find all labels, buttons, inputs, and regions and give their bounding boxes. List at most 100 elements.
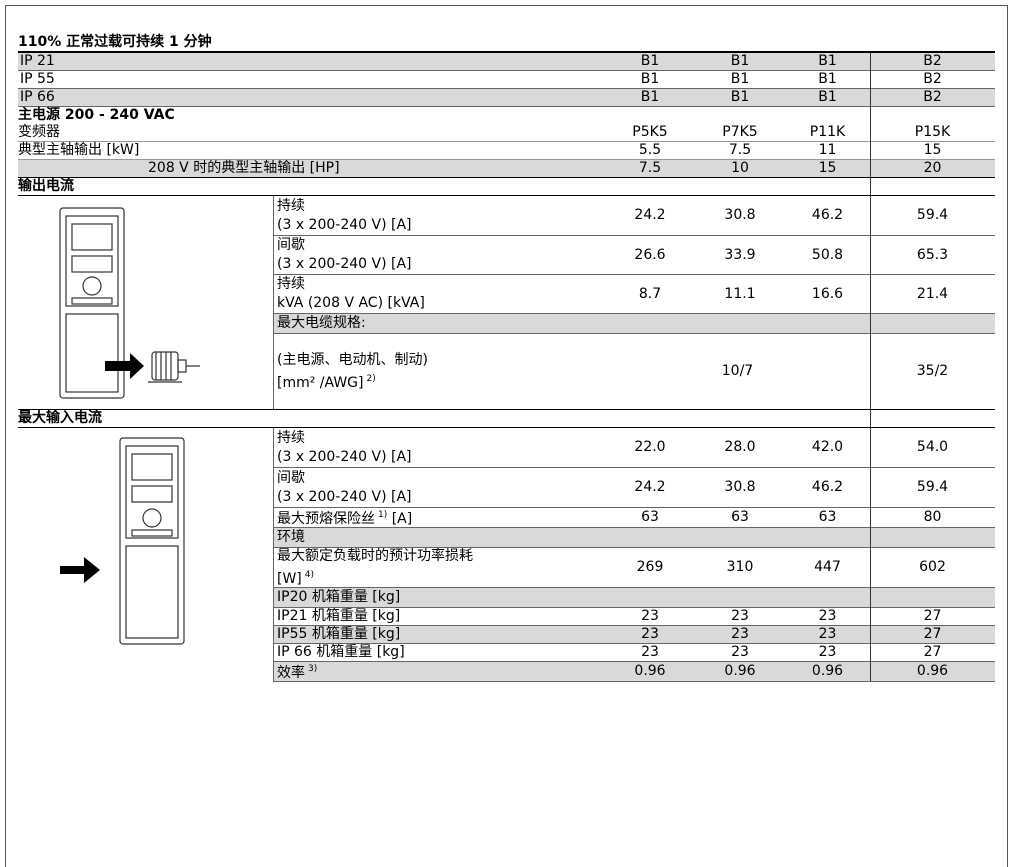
label-line: 最大预熔保险丝 1) [A] [277,506,605,529]
row-label: IP 66 机箱重量 [kg] [277,644,605,661]
value-cell: 16.6 [785,275,870,313]
value-cell: 7.5 [605,160,695,177]
value: 23 [731,644,749,660]
value-cell: 310 [695,548,785,587]
label: IP55 机箱重量 [kg] [277,626,401,642]
label: IP 66 机箱重量 [kg] [277,644,405,660]
value: 33.9 [724,246,756,263]
value-cell: P15K [870,124,995,141]
section-heading: 输出电流 [18,178,605,195]
row-shade [273,662,995,681]
label-line: (3 x 200-240 V) [A] [277,448,605,467]
arrow [105,353,144,379]
label-line: 持续 [277,429,605,448]
value-cell: 22.0 [605,428,695,467]
value: 10/7 [721,363,754,379]
label: 典型主轴输出 [kW] [18,142,140,158]
value-cell: 27 [870,608,995,625]
value: 26.6 [634,246,666,263]
row-label: 持续 kVA (208 V AC) [kVA] [277,275,605,313]
value: 65.3 [916,246,949,263]
value-cell: 11 [785,142,870,159]
value-cell: 54.0 [870,428,995,467]
heading: 输出电流 [18,178,74,194]
label: 最大额定负载时的预计功率损耗 [277,547,473,564]
footnote: 2) [366,373,376,384]
value-cell: 20 [870,160,995,177]
row-rule [273,527,995,528]
row-rule [273,507,995,508]
label: IP20 机箱重量 [kg] [277,589,401,605]
value: B1 [640,89,660,105]
value-cell: B1 [785,53,870,70]
value: B2 [923,71,942,87]
value-cell: 602 [870,548,995,587]
column-rule [273,428,274,682]
value: 10 [731,160,749,176]
value-cell: 11.1 [695,275,785,313]
value: 602 [919,559,946,575]
label: [A] [387,511,413,527]
value-cell: 63 [785,508,870,527]
value: B1 [640,53,660,69]
row-rule [273,587,995,588]
label-line: [mm² /AWG] 2) [277,370,605,393]
value: 21.4 [916,285,949,302]
value: 22.0 [634,439,666,455]
value-cell: P11K [785,124,870,141]
label-line: IP 66 机箱重量 [kg] [277,643,605,662]
value-cell: 27 [870,626,995,643]
label-line: 间歇 [277,469,605,488]
value-cell: 27 [870,644,995,661]
value-cell: 15 [870,142,995,159]
value: 24.2 [634,207,666,223]
row-label: 最大预熔保险丝 1) [A] [277,508,605,527]
label: [mm² /AWG] [277,374,364,391]
value: 0.96 [811,663,844,679]
row-rule [273,661,995,662]
value-cell: 23 [785,626,870,643]
row-shade [273,314,995,333]
value: 54.0 [916,439,949,455]
label: IP21 机箱重量 [kg] [277,608,401,624]
value: 27 [923,608,942,624]
label: IP 66 [20,89,55,105]
row-rule [18,195,995,196]
value-cell: 63 [695,508,785,527]
value: B2 [923,89,942,105]
value: 23 [818,608,837,624]
value-cell: 23 [695,644,785,661]
label: kVA (208 V AC) [kVA] [277,295,425,311]
value: 63 [641,509,659,525]
value: B1 [818,89,837,105]
value: 23 [641,644,659,660]
value-cell: P7K5 [695,124,785,141]
label-line: (主电源、电动机、制动) [277,351,605,370]
value-cell: 46.2 [785,196,870,235]
footnote: 3) [308,664,318,674]
row-shade [273,626,995,643]
input-illustration [60,437,185,645]
value: P5K5 [632,124,668,140]
value: 7.5 [638,160,662,176]
value-cell: B1 [605,71,695,88]
value-cell: 35/2 [870,334,995,409]
label: IP 55 [20,71,55,87]
value-cell: P5K5 [605,124,695,141]
row-rule [18,51,995,53]
value-cell: 59.4 [870,468,995,507]
label-line: 最大电缆规格: [277,314,605,333]
value: 30.8 [724,479,756,495]
row-label: 间歇 (3 x 200-240 V) [A] [277,236,605,274]
value-cell: 10 [695,160,785,177]
row-label: (主电源、电动机、制动) [mm² /AWG] 2) [277,334,605,409]
label: (3 x 200-240 V) [A] [277,256,412,272]
value-cell: B1 [605,89,695,106]
row-label: IP 66 [20,89,607,106]
heading: 最大输入电流 [18,410,102,426]
row-rule [273,235,995,236]
value-cell: 50.8 [785,236,870,274]
value: 16.6 [811,285,844,302]
value-cell: 65.3 [870,236,995,274]
row-rule [273,313,995,314]
